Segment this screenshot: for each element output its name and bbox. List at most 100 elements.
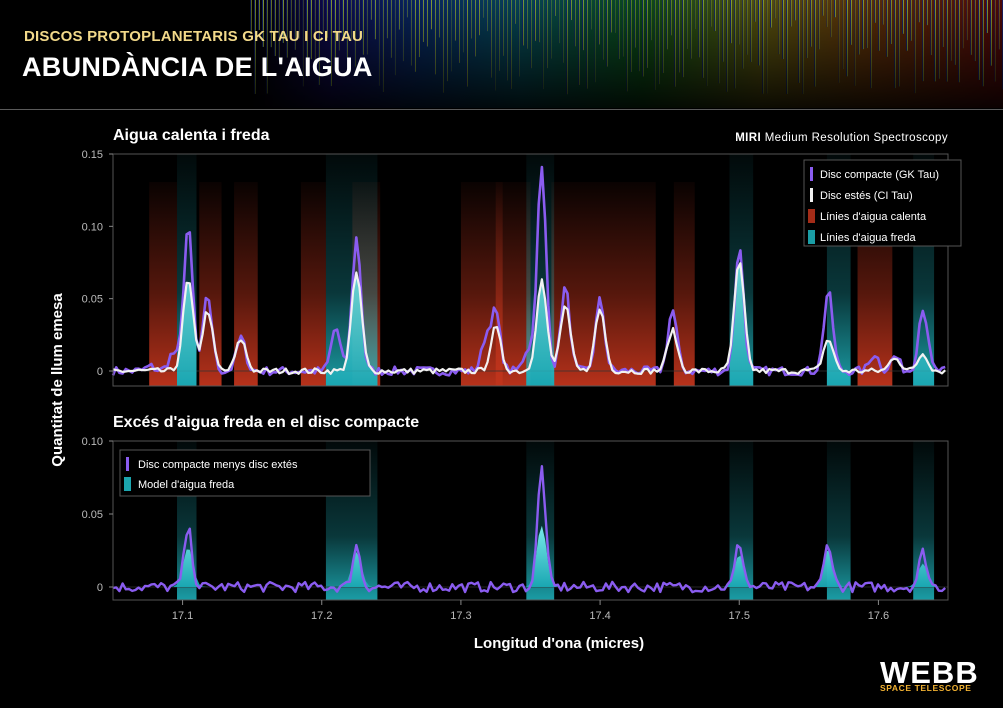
legend-swatch [808, 209, 815, 223]
banner-bar [494, 0, 496, 91]
banner-bar [686, 0, 688, 49]
banner-bar [726, 0, 728, 92]
legend-swatch [124, 477, 131, 491]
banner-bar [698, 0, 700, 58]
banner-bar [834, 0, 836, 18]
banner-bar [926, 0, 928, 26]
legend-swatch [126, 457, 129, 471]
banner-bar [482, 0, 484, 18]
banner-bar [362, 0, 364, 55]
banner-bar [386, 0, 388, 39]
banner-bar [550, 0, 552, 59]
banner-bar [510, 0, 512, 89]
y-tick-label: 0.15 [82, 149, 103, 161]
x-tick-label: 17.4 [589, 610, 610, 622]
banner-bar [470, 0, 472, 39]
legend-label: Línies d'aigua calenta [820, 211, 927, 223]
banner-bar [770, 0, 772, 28]
banner-bar [322, 0, 324, 33]
banner-bar [958, 0, 960, 83]
banner-bar [782, 0, 784, 60]
series-difference-line [112, 465, 947, 594]
banner-bar [602, 0, 604, 60]
banner-bar [670, 0, 672, 36]
banner-bar [534, 0, 536, 41]
banner-bar [590, 0, 592, 30]
banner-bar [382, 0, 384, 93]
banner-bar [518, 0, 520, 77]
banner-bar [890, 0, 892, 45]
banner-bar [522, 0, 524, 46]
x-tick-label: 17.5 [729, 610, 750, 622]
banner-bar [542, 0, 544, 90]
banner-bar [594, 0, 596, 83]
banner-bar [338, 0, 340, 51]
banner-bar [558, 0, 560, 44]
banner-bar [638, 0, 640, 72]
banner-bar [946, 0, 948, 82]
banner-bar [630, 0, 632, 72]
hot-water-band [551, 182, 656, 386]
banner-bar [882, 0, 884, 25]
banner-bar [918, 0, 920, 23]
banner-bar [694, 0, 696, 30]
banner-bar [950, 0, 952, 61]
banner-bar [822, 0, 824, 16]
banner-bar [830, 0, 832, 38]
banner-bar [658, 0, 660, 85]
series-ci-tau-line [112, 262, 946, 375]
banner-bar [266, 0, 268, 94]
banner-bar [458, 0, 460, 63]
banner-bar [734, 0, 736, 89]
banner-bar [454, 0, 456, 41]
banner-bar [954, 0, 956, 65]
spectrum-banner [0, 0, 1003, 108]
banner-bar [986, 0, 988, 33]
banner-bar [846, 0, 848, 77]
banner-bar [802, 0, 804, 94]
banner-bar [570, 0, 572, 21]
panel-1: 0 0.05 0.10 0.15 Aigua calenta i freda Disc c… [82, 127, 962, 387]
banner-bar [666, 0, 668, 50]
banner-bar [526, 0, 528, 49]
panel-2: 0 0.05 0.10 Excés d'aigua freda en el disc … [82, 414, 949, 601]
banner-bar [326, 0, 328, 38]
banner-bar [674, 0, 676, 87]
banner-bar [642, 0, 644, 77]
banner-bar [394, 0, 396, 76]
banner-bar [474, 0, 476, 57]
banner-bar [826, 0, 828, 27]
banner-glow [0, 0, 1003, 108]
banner-bar [546, 0, 548, 69]
banner-bar [554, 0, 556, 16]
header-divider [0, 109, 1003, 110]
banner-bar [374, 0, 376, 40]
banner-bar [274, 0, 276, 57]
banner-bar [634, 0, 636, 48]
x-axis-label: Longitud d'ona (micres) [474, 635, 644, 652]
hot-water-band [673, 182, 695, 386]
banner-bar [278, 0, 280, 61]
banner-bar [814, 0, 816, 87]
banner-bar [442, 0, 444, 93]
banner-bar [750, 0, 752, 62]
banner-bar [742, 0, 744, 69]
banner-bar [662, 0, 664, 74]
banner-bar [506, 0, 508, 81]
instrument-mode: Medium Resolution Spectroscopy [765, 132, 948, 144]
banner-bar [438, 0, 440, 38]
legend-label: Línies d'aigua freda [820, 232, 917, 244]
banner-bar [650, 0, 652, 41]
banner-bar [286, 0, 288, 58]
banner-bar [290, 0, 292, 41]
x-tick-label: 17.6 [868, 610, 889, 622]
banner-bar [410, 0, 412, 66]
banner-bar [974, 0, 976, 62]
banner-bar [478, 0, 480, 36]
banner-bar [282, 0, 284, 43]
plot-frame [112, 440, 949, 601]
banner-bar [606, 0, 608, 67]
banner-bar [370, 0, 372, 20]
banner-bar [910, 0, 912, 41]
banner-bar [794, 0, 796, 21]
